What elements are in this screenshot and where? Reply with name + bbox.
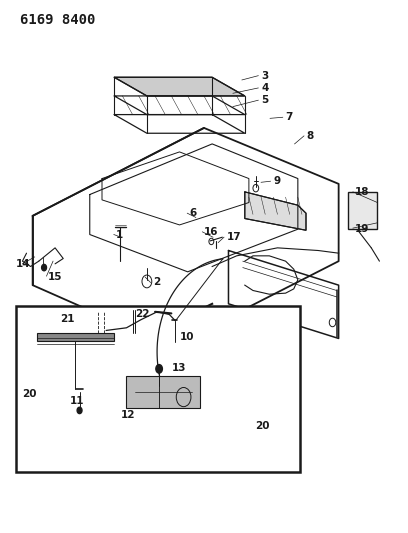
Circle shape bbox=[77, 407, 82, 414]
Polygon shape bbox=[245, 192, 306, 230]
Circle shape bbox=[156, 365, 162, 373]
Text: 11: 11 bbox=[69, 396, 84, 406]
Text: 6169 8400: 6169 8400 bbox=[20, 13, 96, 27]
Polygon shape bbox=[37, 333, 114, 341]
Text: 19: 19 bbox=[355, 224, 369, 234]
Text: 20: 20 bbox=[255, 422, 270, 431]
Text: 22: 22 bbox=[135, 310, 149, 319]
Polygon shape bbox=[114, 77, 245, 96]
Bar bbox=[16, 306, 300, 472]
Text: 10: 10 bbox=[180, 332, 194, 342]
Text: 4: 4 bbox=[261, 83, 268, 93]
Text: 14: 14 bbox=[16, 259, 30, 269]
Text: 21: 21 bbox=[60, 314, 75, 324]
Text: 5: 5 bbox=[261, 95, 268, 105]
Circle shape bbox=[42, 264, 47, 271]
Text: 12: 12 bbox=[120, 410, 135, 419]
Text: 13: 13 bbox=[171, 363, 186, 373]
Text: 20: 20 bbox=[22, 390, 37, 399]
Text: 15: 15 bbox=[48, 272, 63, 282]
Text: 6: 6 bbox=[190, 208, 197, 218]
Text: 17: 17 bbox=[226, 232, 241, 242]
Text: 3: 3 bbox=[261, 71, 268, 80]
Polygon shape bbox=[126, 376, 200, 408]
Text: 2: 2 bbox=[153, 278, 160, 287]
Text: 16: 16 bbox=[204, 227, 219, 237]
Text: 8: 8 bbox=[306, 131, 313, 141]
Text: 9: 9 bbox=[273, 176, 280, 186]
Text: 7: 7 bbox=[286, 112, 293, 122]
Text: 1: 1 bbox=[116, 230, 124, 239]
Bar bbox=[348, 192, 377, 229]
Text: 18: 18 bbox=[355, 187, 370, 197]
